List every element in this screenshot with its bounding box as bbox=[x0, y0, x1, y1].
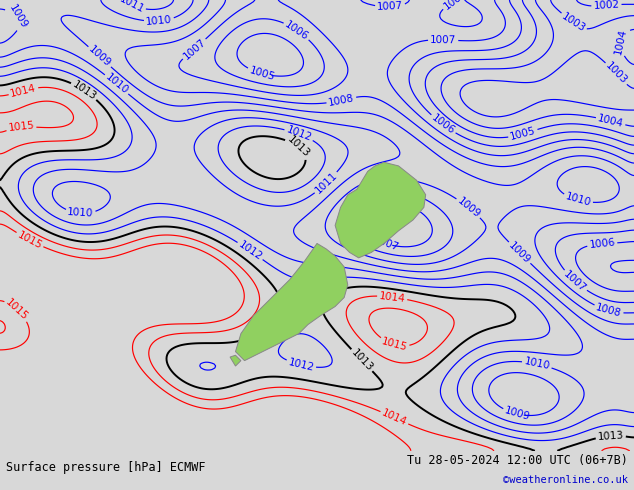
Text: 1009: 1009 bbox=[7, 3, 29, 31]
Text: 1014: 1014 bbox=[10, 83, 37, 98]
Text: 1013: 1013 bbox=[597, 430, 624, 441]
Polygon shape bbox=[335, 162, 425, 258]
Text: 1011: 1011 bbox=[313, 259, 340, 272]
Text: 1008: 1008 bbox=[395, 185, 424, 201]
Text: 1012: 1012 bbox=[287, 357, 315, 373]
Text: 1008: 1008 bbox=[328, 93, 355, 108]
Text: 1012: 1012 bbox=[285, 125, 313, 144]
Polygon shape bbox=[235, 244, 348, 361]
Text: 1005: 1005 bbox=[509, 126, 537, 142]
Text: 1010: 1010 bbox=[146, 15, 172, 27]
Text: 1015: 1015 bbox=[8, 121, 35, 133]
Text: 1008: 1008 bbox=[595, 302, 623, 319]
Text: 1006: 1006 bbox=[588, 238, 616, 250]
Text: 1008: 1008 bbox=[441, 0, 469, 12]
Text: 1015: 1015 bbox=[380, 336, 408, 353]
Text: 1010: 1010 bbox=[523, 356, 551, 371]
Text: 1014: 1014 bbox=[378, 291, 406, 304]
Text: Surface pressure [hPa] ECMWF: Surface pressure [hPa] ECMWF bbox=[6, 461, 206, 474]
Text: 1009: 1009 bbox=[503, 406, 531, 422]
Text: 1009: 1009 bbox=[87, 44, 113, 69]
Text: 1011: 1011 bbox=[117, 0, 145, 15]
Text: Tu 28-05-2024 12:00 UTC (06+7B): Tu 28-05-2024 12:00 UTC (06+7B) bbox=[407, 454, 628, 467]
Text: 1007: 1007 bbox=[562, 269, 588, 294]
Text: 1006: 1006 bbox=[283, 19, 311, 42]
Text: 1013: 1013 bbox=[349, 347, 375, 373]
Text: 1011: 1011 bbox=[313, 170, 339, 196]
Text: 1010: 1010 bbox=[67, 207, 94, 219]
Text: 1012: 1012 bbox=[236, 239, 264, 263]
Text: 1007: 1007 bbox=[377, 1, 403, 12]
Text: 1004: 1004 bbox=[597, 113, 624, 129]
Text: 1006: 1006 bbox=[429, 113, 456, 136]
Text: 1013: 1013 bbox=[285, 134, 311, 160]
Text: 1013: 1013 bbox=[70, 79, 98, 102]
Text: 1015: 1015 bbox=[16, 229, 44, 251]
Text: 1007: 1007 bbox=[372, 234, 400, 253]
Text: 1002: 1002 bbox=[593, 0, 620, 11]
Text: 1015: 1015 bbox=[4, 297, 30, 322]
Text: 1014: 1014 bbox=[380, 408, 408, 428]
Polygon shape bbox=[230, 355, 241, 366]
Text: 1010: 1010 bbox=[103, 72, 130, 97]
Text: 1003: 1003 bbox=[560, 11, 587, 34]
Text: 1004: 1004 bbox=[613, 27, 628, 55]
Text: 1010: 1010 bbox=[564, 192, 592, 208]
Text: 1007: 1007 bbox=[181, 37, 207, 61]
Text: 1007: 1007 bbox=[430, 35, 456, 45]
Text: ©weatheronline.co.uk: ©weatheronline.co.uk bbox=[503, 475, 628, 485]
Text: 1005: 1005 bbox=[248, 65, 276, 82]
Text: 1009: 1009 bbox=[455, 196, 482, 220]
Text: 1009: 1009 bbox=[507, 240, 533, 266]
Text: 1003: 1003 bbox=[604, 61, 629, 86]
